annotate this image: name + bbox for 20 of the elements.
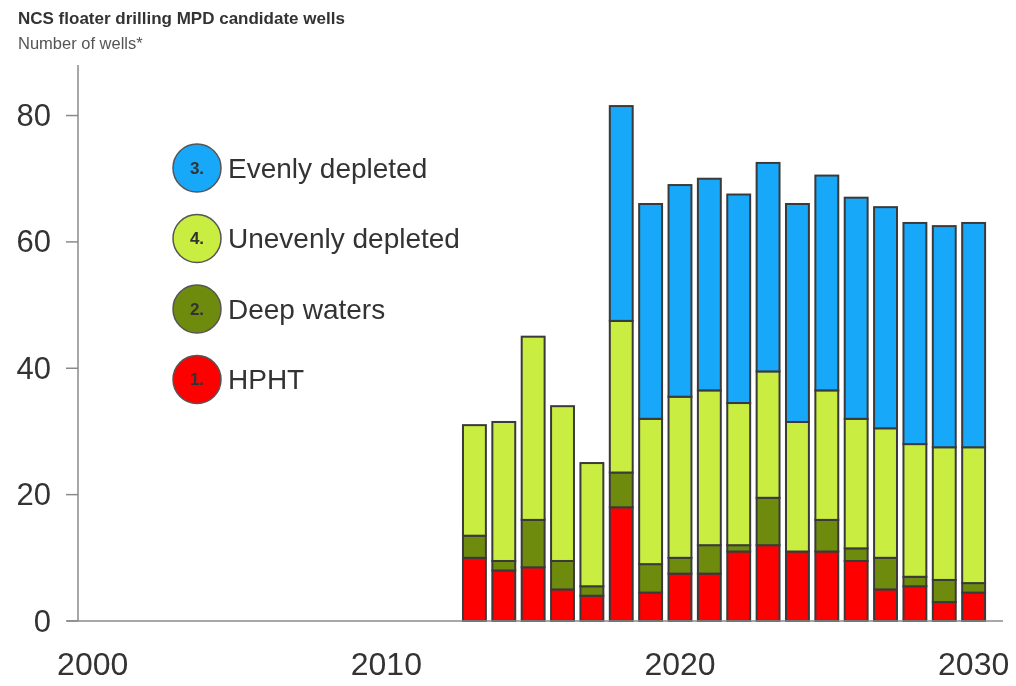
y-tick-label: 0 <box>33 603 51 639</box>
annotation: 2. <box>189 299 205 319</box>
legend-label: Unevenly depleted <box>228 223 460 254</box>
y-tick-label: 20 <box>16 477 51 513</box>
y-tick-label: 40 <box>16 350 51 386</box>
x-tick-label: 2000 <box>57 646 129 682</box>
annotation: 3. <box>189 158 205 178</box>
y-tick-label: 60 <box>16 224 51 260</box>
bar <box>726 550 752 622</box>
annotation: 4. <box>189 229 205 248</box>
annotation: 1. <box>189 370 205 389</box>
x-tick-label: 2030 <box>938 646 1010 682</box>
legend-label: HPHT <box>228 364 305 395</box>
y-axis-title: Number of wells* <box>18 34 144 52</box>
x-tick-label: 2010 <box>350 646 422 682</box>
x-tick-label: 2020 <box>644 646 716 682</box>
legend-label: Evenly depleted <box>228 152 428 184</box>
y-tick-label: 80 <box>16 98 51 134</box>
chart-title: NCS floater drilling MPD candidate wells <box>18 9 345 28</box>
legend-label: Deep waters <box>228 293 386 325</box>
